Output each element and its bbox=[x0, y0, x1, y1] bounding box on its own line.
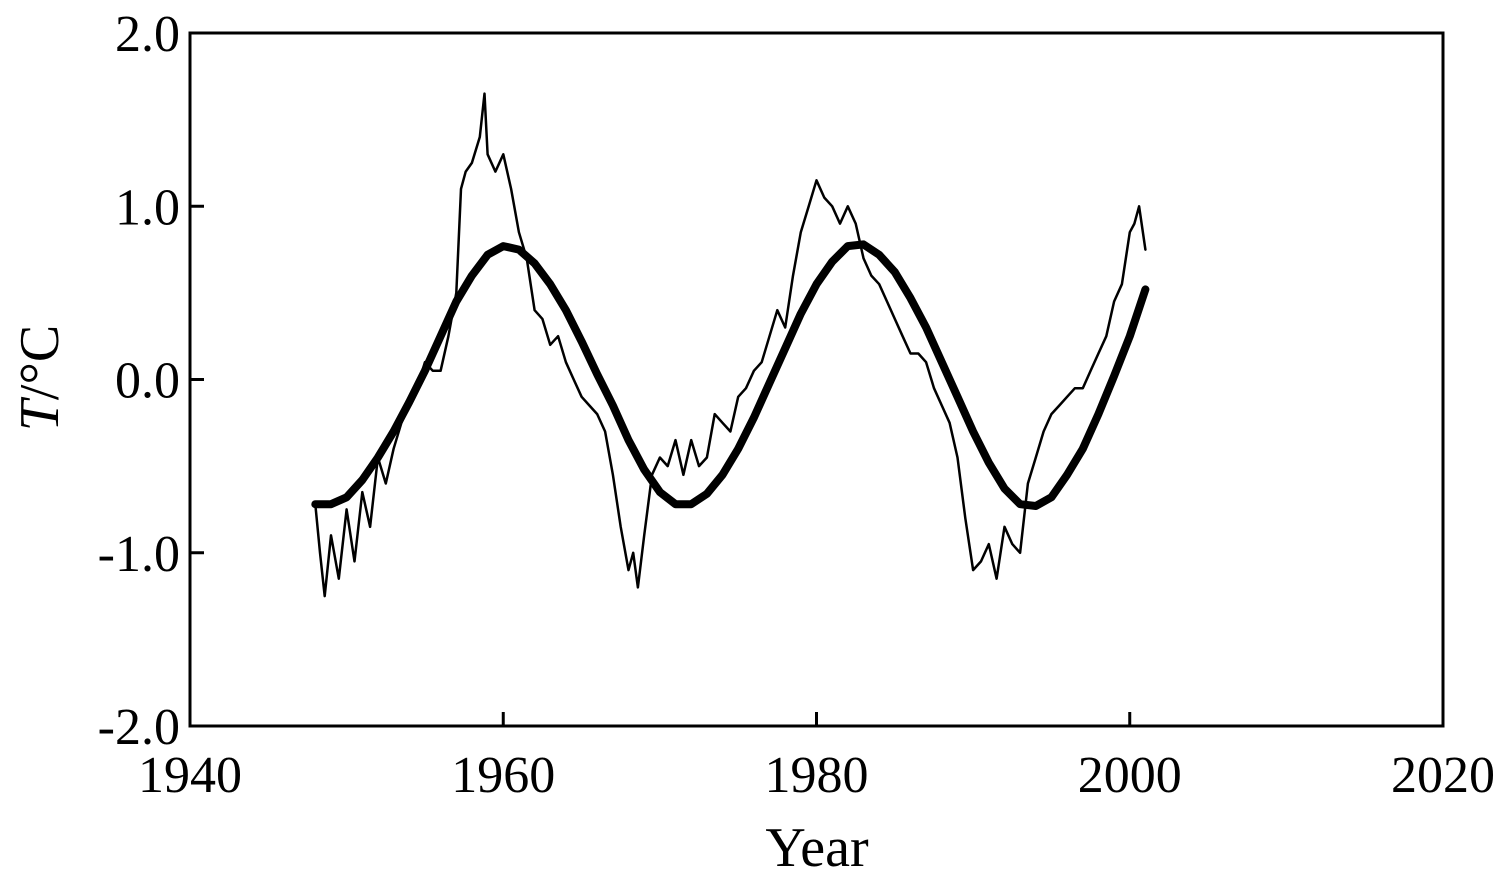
x-axis-tick-labels: 1940 1960 1980 2000 2020 bbox=[138, 747, 1495, 804]
x-tick-label: 1980 bbox=[765, 747, 869, 804]
y-axis-title-unit: /°C bbox=[9, 325, 71, 400]
x-tick-label: 1940 bbox=[138, 747, 242, 804]
y-tick-label: -2.0 bbox=[98, 699, 180, 756]
x-tick-label: 2020 bbox=[1391, 747, 1495, 804]
y-axis-tick-labels: -2.0 -1.0 0.0 1.0 2.0 bbox=[98, 6, 180, 756]
x-axis-ticks bbox=[188, 712, 1445, 726]
x-axis-title: Year bbox=[765, 817, 869, 879]
x-tick-label: 1960 bbox=[451, 747, 555, 804]
y-axis-title-symbol: T bbox=[9, 396, 71, 431]
y-tick-label: 2.0 bbox=[115, 6, 180, 63]
y-axis-title: T/°C bbox=[9, 325, 71, 431]
y-tick-label: 1.0 bbox=[115, 179, 180, 236]
x-tick-label: 2000 bbox=[1078, 747, 1182, 804]
y-axis-ticks bbox=[190, 31, 204, 728]
series-layer bbox=[311, 92, 1150, 598]
y-tick-label: 0.0 bbox=[115, 353, 180, 410]
y-tick-label: -1.0 bbox=[98, 526, 180, 583]
fitted-curve-line bbox=[311, 240, 1150, 510]
